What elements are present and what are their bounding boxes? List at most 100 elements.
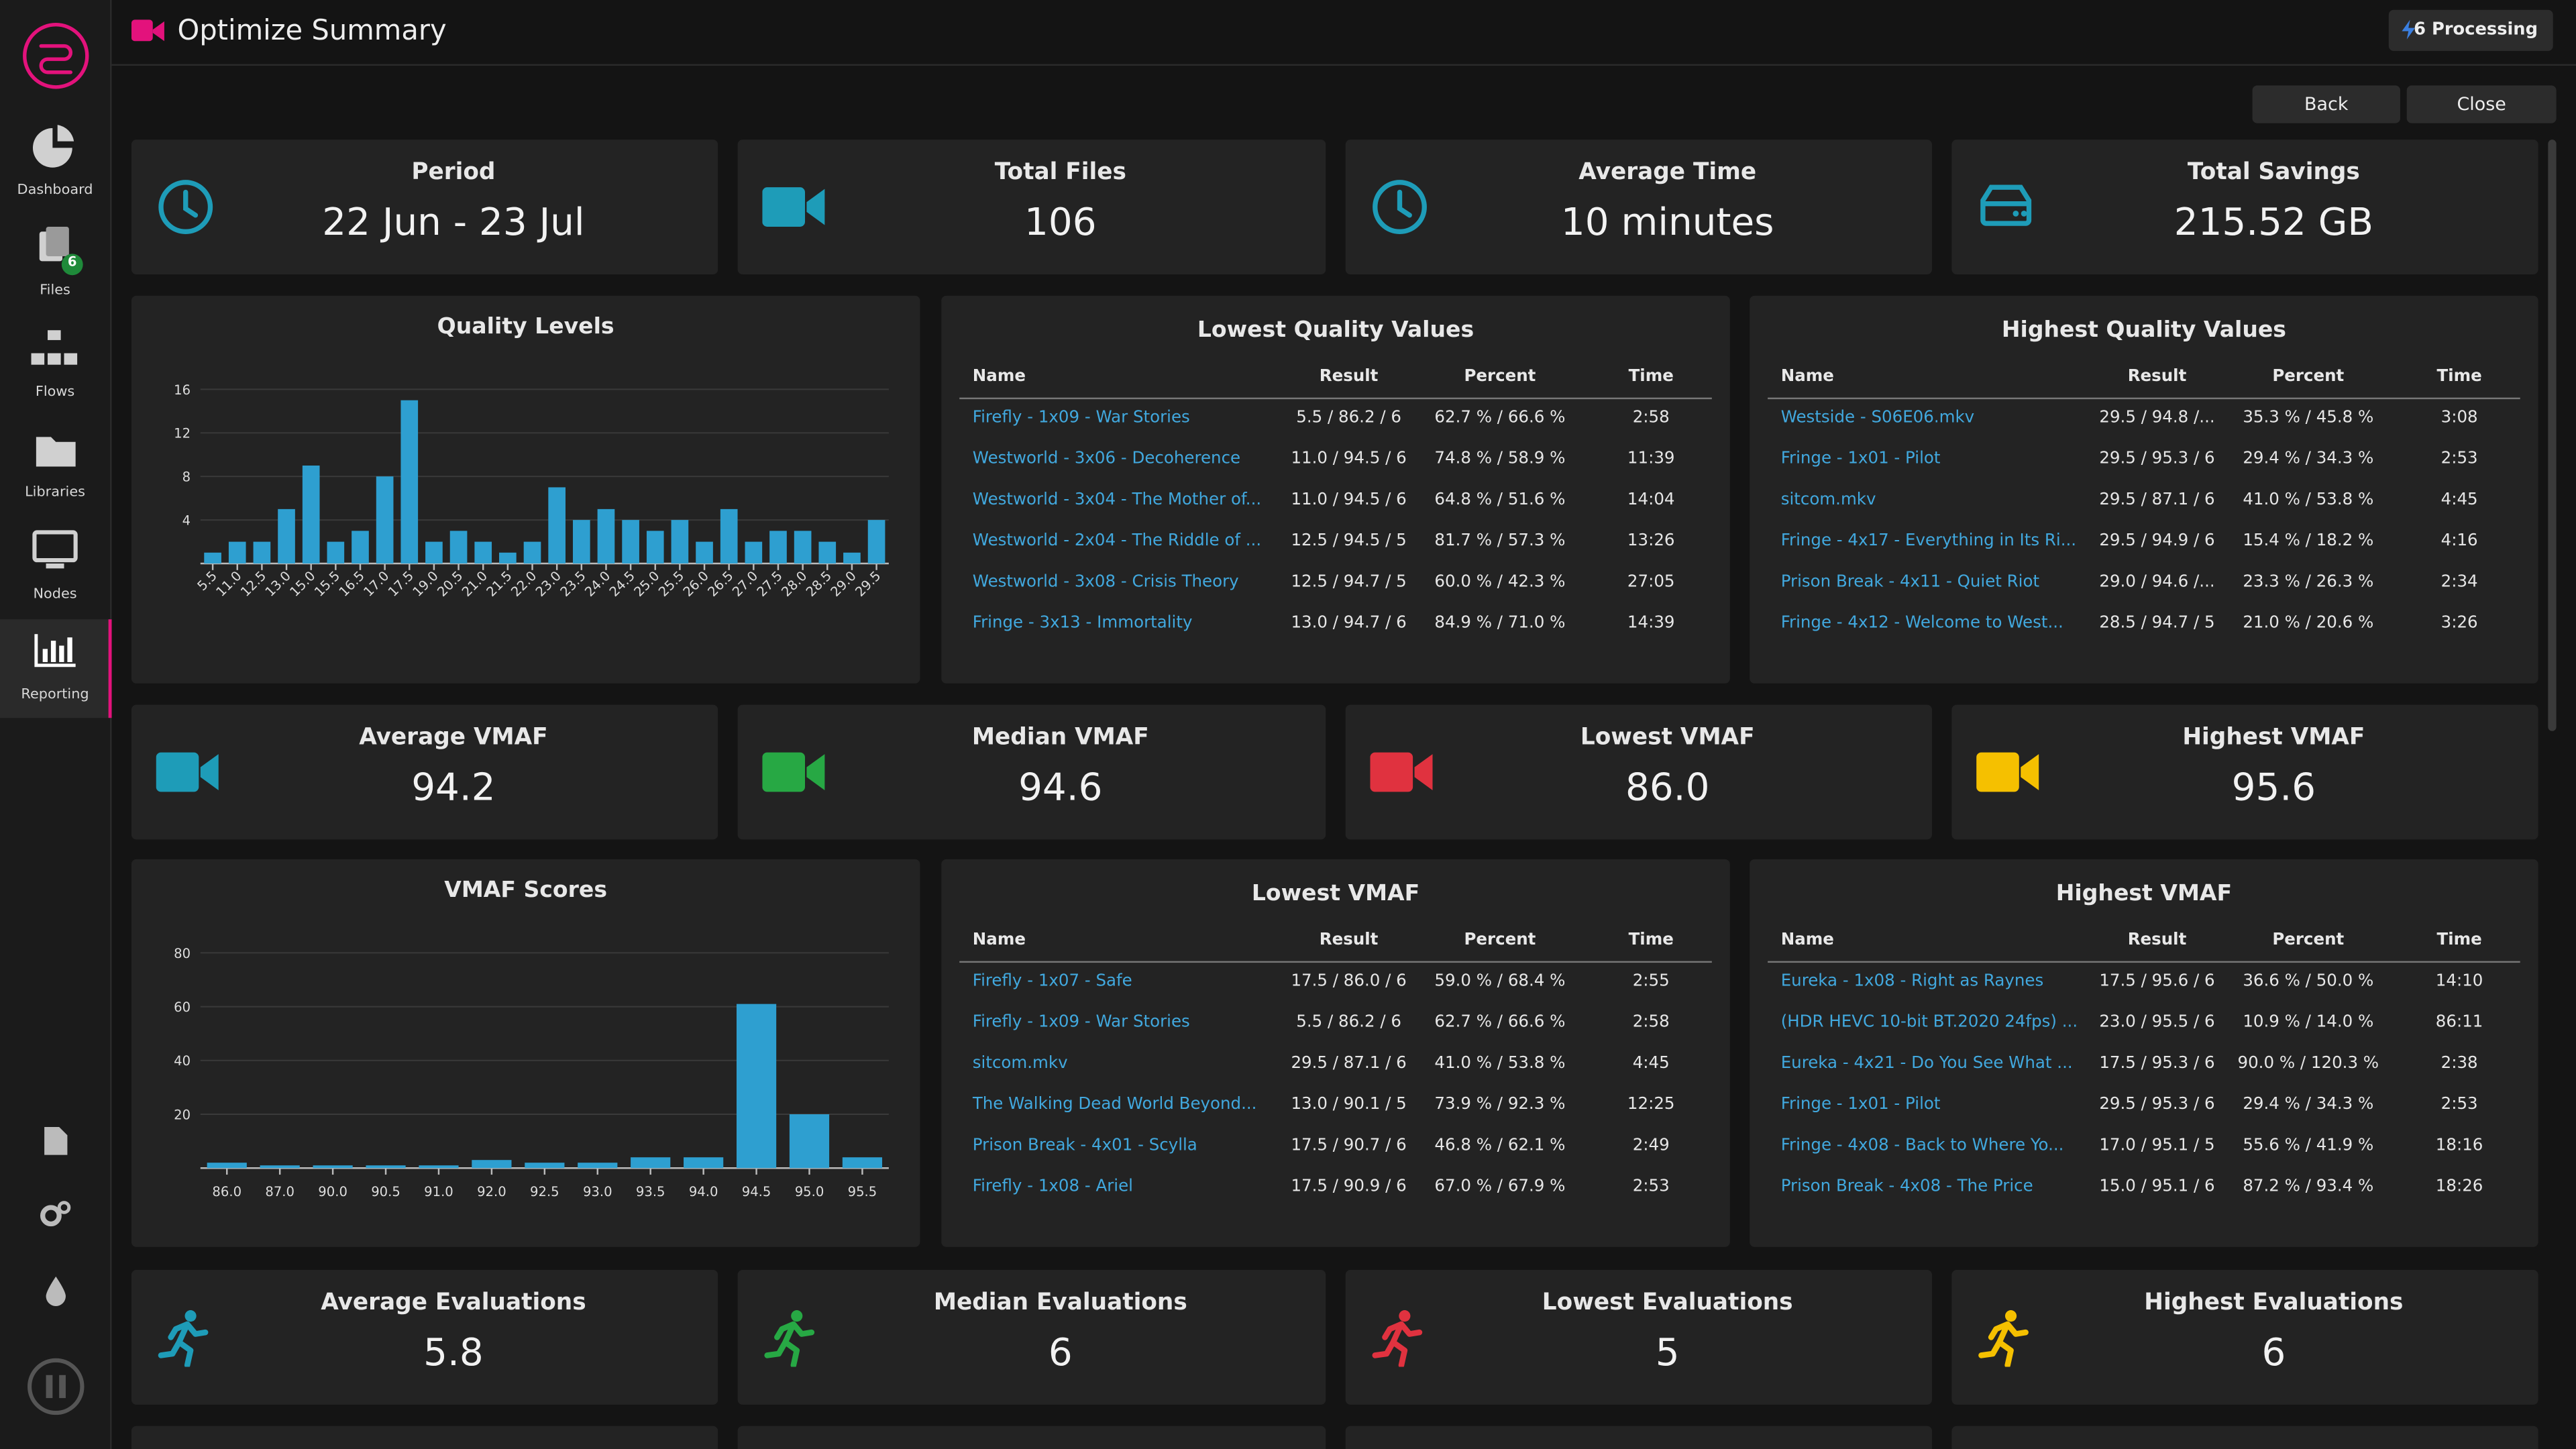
row-name-link[interactable]: Eureka - 4x21 - Do You See What ...	[1780, 1055, 2073, 1073]
stat-value: 106	[1024, 202, 1097, 245]
bar	[253, 541, 271, 564]
table-cell: 55.6 % / 41.9 %	[2243, 1136, 2374, 1155]
table-cell: 73.9 % / 92.3 %	[1434, 1095, 1566, 1114]
row-name-link[interactable]: Fringe - 1x01 - Pilot	[1780, 450, 1941, 468]
header-icon	[131, 19, 164, 42]
table-cell: 17.5 / 95.6 / 6	[2099, 972, 2215, 991]
x-tick-label: 22.0	[508, 568, 539, 600]
stat-value: 10 minutes	[1560, 202, 1774, 245]
table-cell: 15.4 % / 18.2 %	[2243, 532, 2374, 551]
bar	[867, 520, 885, 564]
table-header: Time	[1628, 368, 1674, 386]
table-panel: Lowest VMAF Name Result Percent Time Firefly …	[941, 859, 1730, 1247]
table-cell: 29.4 % / 34.3 %	[2243, 450, 2374, 468]
card	[737, 1426, 1326, 1449]
header	[111, 0, 2576, 66]
x-tick-label: 26.5	[704, 568, 736, 600]
table-cell: 13.0 / 94.7 / 6	[1291, 614, 1407, 633]
bar	[278, 508, 295, 564]
table-cell: 12.5 / 94.5 / 5	[1291, 532, 1407, 551]
row-name-link[interactable]: Westworld - 3x08 - Crisis Theory	[972, 573, 1239, 592]
stat-card: Total Savings 215.52 GB	[1951, 140, 2538, 274]
nav-label: Reporting	[21, 686, 89, 704]
x-tick-label: 94.0	[689, 1184, 718, 1199]
table-cell: 5.5 / 86.2 / 6	[1296, 1014, 1401, 1032]
row-name-link[interactable]: Westworld - 3x04 - The Mother of...	[972, 491, 1262, 510]
table-header: Time	[2436, 368, 2482, 386]
nav-label: Files	[40, 282, 70, 299]
table-rule	[959, 961, 1712, 963]
row-name-link[interactable]: The Walking Dead World Beyond...	[972, 1095, 1257, 1114]
close-button[interactable]: Close	[2406, 85, 2557, 123]
table-cell: 41.0 % / 53.8 %	[2243, 491, 2374, 510]
bar	[794, 531, 812, 564]
row-name-link[interactable]: (HDR HEVC 10-bit BT.2020 24fps) ...	[1780, 1014, 2078, 1032]
table-cell: 59.0 % / 68.4 %	[1434, 972, 1566, 991]
row-name-link[interactable]: Westside - S06E06.mkv	[1780, 409, 1975, 427]
y-tick-label: 16	[174, 382, 191, 398]
x-tick-label: 17.0	[360, 568, 392, 600]
x-tick-label: 15.5	[311, 568, 343, 600]
stat-label: Median Evaluations	[933, 1289, 1187, 1316]
stat-value: 6	[2261, 1332, 2286, 1375]
x-tick-label: 90.5	[371, 1184, 400, 1199]
row-name-link[interactable]: Fringe - 3x13 - Immortality	[972, 614, 1193, 633]
table-cell: 46.8 % / 62.1 %	[1434, 1136, 1566, 1155]
stat-icon	[764, 1310, 815, 1367]
x-tick-label: 92.0	[477, 1184, 506, 1199]
table-cell: 2:53	[2440, 1095, 2478, 1114]
row-name-link[interactable]: Fringe - 4x17 - Everything in Its Ri...	[1780, 532, 2077, 551]
stat-card: Median VMAF 94.6	[737, 704, 1326, 840]
table-cell: 28.5 / 94.7 / 5	[2099, 614, 2215, 633]
row-name-link[interactable]: Fringe - 4x12 - Welcome to West...	[1780, 614, 2063, 633]
table-cell: 18:26	[2435, 1177, 2483, 1196]
row-name-link[interactable]: Prison Break - 4x11 - Quiet Riot	[1780, 573, 2040, 592]
row-name-link[interactable]: Fringe - 4x08 - Back to Where Yo...	[1780, 1136, 2064, 1155]
row-name-link[interactable]: Firefly - 1x07 - Safe	[972, 972, 1132, 991]
row-name-link[interactable]: Prison Break - 4x01 - Scylla	[972, 1136, 1197, 1155]
table-cell: 81.7 % / 57.3 %	[1434, 532, 1566, 551]
table-header: Name	[972, 368, 1026, 386]
nav-label: Libraries	[25, 484, 86, 501]
table-cell: 17.5 / 90.7 / 6	[1291, 1136, 1407, 1155]
chart-title: Quality Levels	[437, 313, 614, 340]
stat-icon	[762, 187, 825, 227]
stat-icon	[762, 752, 825, 792]
bar	[366, 1165, 406, 1169]
row-name-link[interactable]: Eureka - 1x08 - Right as Raynes	[1780, 972, 2044, 991]
back-button[interactable]: Back	[2252, 85, 2400, 123]
bar	[736, 1004, 777, 1169]
table-cell: 2:58	[1632, 1014, 1670, 1032]
card	[1345, 1426, 1933, 1449]
row-name-link[interactable]: sitcom.mkv	[972, 1055, 1068, 1073]
row-name-link[interactable]: Firefly - 1x09 - War Stories	[972, 1014, 1190, 1032]
stat-label: Highest VMAF	[2182, 724, 2365, 751]
table-cell: 29.5 / 87.1 / 6	[1291, 1055, 1407, 1073]
row-name-link[interactable]: Westworld - 3x06 - Decoherence	[972, 450, 1241, 468]
bar	[548, 487, 566, 564]
stat-label: Average Time	[1578, 159, 1757, 186]
table-cell: 23.3 % / 26.3 %	[2243, 573, 2374, 592]
row-name-link[interactable]: Firefly - 1x08 - Ariel	[972, 1177, 1133, 1196]
row-name-link[interactable]: Firefly - 1x09 - War Stories	[972, 409, 1190, 427]
row-name-link[interactable]: sitcom.mkv	[1780, 491, 1876, 510]
table-cell: 5.5 / 86.2 / 6	[1296, 409, 1401, 427]
table-cell: 2:53	[2440, 450, 2478, 468]
y-tick-label: 12	[174, 426, 191, 441]
table-cell: 17.5 / 90.9 / 6	[1291, 1177, 1407, 1196]
table-cell: 21.0 % / 20.6 %	[2243, 614, 2374, 633]
bar	[843, 552, 861, 564]
x-tick-label: 24.5	[606, 568, 638, 600]
bar	[425, 541, 443, 564]
stat-label: Average Evaluations	[321, 1289, 586, 1316]
row-name-link[interactable]: Westworld - 2x04 - The Riddle of ...	[972, 532, 1262, 551]
table-header: Name	[972, 931, 1026, 950]
table-rule	[1768, 961, 2520, 963]
stat-card: Average VMAF 94.2	[131, 704, 718, 840]
processing-button[interactable]: 6 Processing	[2388, 9, 2553, 51]
table-cell: 29.5 / 95.3 / 6	[2099, 450, 2215, 468]
card	[1951, 1426, 2538, 1449]
row-name-link[interactable]: Prison Break - 4x08 - The Price	[1780, 1177, 2033, 1196]
row-name-link[interactable]: Fringe - 1x01 - Pilot	[1780, 1095, 1941, 1114]
stat-icon	[158, 1310, 209, 1367]
